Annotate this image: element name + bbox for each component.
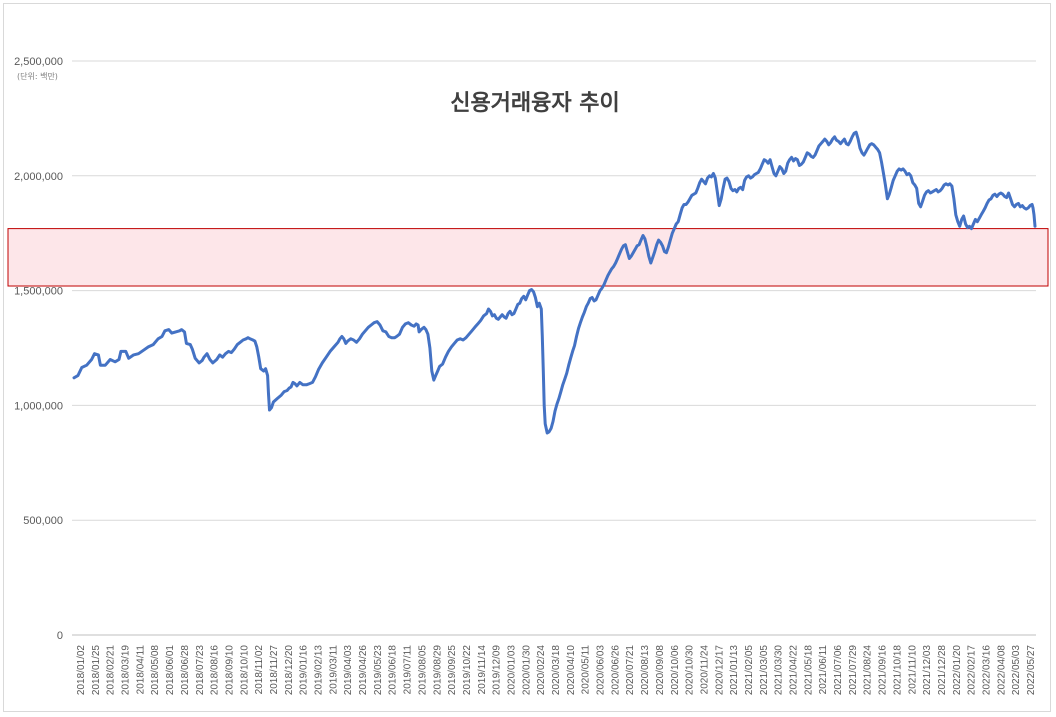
x-tick-label: 2021/05/18	[803, 645, 814, 695]
x-tick-label: 2021/02/05	[744, 645, 755, 695]
x-tick-label: 2021/12/28	[937, 645, 948, 695]
x-tick-label: 2019/12/09	[492, 645, 503, 695]
x-tick-label: 2021/04/22	[789, 645, 800, 695]
x-tick-label: 2021/07/29	[848, 645, 859, 695]
x-tick-label: 2020/06/26	[610, 645, 621, 695]
x-tick-label: 2019/04/03	[343, 645, 354, 695]
y-axis-ticks: 0 500,000 1,000,000 1,500,000 2,000,000 2,500…	[14, 56, 63, 642]
x-tick-label: 2019/09/25	[447, 645, 458, 695]
x-tick-label: 2020/10/06	[670, 645, 681, 695]
x-tick-label: 2018/11/02	[254, 645, 265, 695]
x-tick-label: 2018/03/19	[121, 645, 132, 695]
x-tick-label: 2020/11/24	[699, 645, 710, 695]
chart-frame	[3, 3, 1051, 712]
y-tick-label: 2,500,000	[14, 56, 63, 68]
x-tick-label: 2020/01/30	[521, 645, 532, 695]
x-tick-label: 2019/02/13	[314, 645, 325, 695]
x-tick-label: 2021/07/06	[833, 645, 844, 695]
x-tick-label: 2019/10/22	[462, 645, 473, 695]
x-tick-label: 2021/03/05	[759, 645, 770, 695]
x-tick-label: 2018/05/08	[150, 645, 161, 695]
y-tick-label: 500,000	[23, 515, 63, 527]
x-tick-label: 2022/05/03	[1011, 645, 1022, 695]
x-tick-label: 2020/08/13	[640, 645, 651, 695]
x-tick-label: 2021/08/24	[863, 645, 874, 695]
x-tick-label: 2022/02/17	[967, 645, 978, 695]
x-tick-label: 2020/06/03	[596, 645, 607, 695]
x-tick-label: 2018/10/10	[239, 645, 250, 695]
x-axis-ticks: 2018/01/02 2018/01/25 2018/02/21 2018/03/19…	[76, 645, 1037, 695]
x-tick-label: 2021/11/10	[907, 645, 918, 695]
x-tick-label: 2018/06/28	[180, 645, 191, 695]
x-tick-label: 2020/05/11	[581, 645, 592, 695]
x-tick-label: 2021/09/16	[878, 645, 889, 695]
x-tick-label: 2019/04/26	[358, 645, 369, 695]
x-tick-label: 2021/06/11	[818, 645, 829, 695]
x-tick-label: 2020/10/30	[685, 645, 696, 695]
x-tick-label: 2021/01/13	[729, 645, 740, 695]
x-tick-label: 2022/01/20	[952, 645, 963, 695]
gridlines	[72, 60, 1036, 636]
x-tick-label: 2018/01/02	[76, 645, 87, 695]
x-tick-label: 2019/01/16	[299, 645, 310, 695]
x-tick-label: 2018/09/10	[224, 645, 235, 695]
x-tick-label: 2020/09/08	[655, 645, 666, 695]
x-tick-label: 2020/07/21	[625, 645, 636, 695]
x-tick-label: 2020/04/10	[566, 645, 577, 695]
chart-title: 신용거래융자 추이	[450, 91, 620, 116]
x-tick-label: 2018/01/25	[91, 645, 102, 695]
x-tick-label: 2018/07/23	[195, 645, 206, 695]
y-tick-label: 1,000,000	[14, 400, 63, 412]
x-tick-label: 2020/03/18	[551, 645, 562, 695]
y-tick-label: 2,000,000	[14, 171, 63, 183]
x-tick-label: 2019/08/05	[417, 645, 428, 695]
x-tick-label: 2020/01/03	[506, 645, 517, 695]
x-tick-label: 2018/04/11	[135, 645, 146, 695]
x-tick-label: 2018/08/16	[210, 645, 221, 695]
x-tick-label: 2019/11/14	[477, 645, 488, 695]
x-tick-label: 2020/02/24	[536, 645, 547, 695]
x-tick-label: 2018/02/21	[106, 645, 117, 695]
x-tick-label: 2019/08/29	[432, 645, 443, 695]
x-tick-label: 2022/03/16	[981, 645, 992, 695]
x-tick-label: 2019/03/11	[328, 645, 339, 695]
y-tick-label: 0	[57, 630, 63, 642]
x-tick-label: 2019/06/18	[388, 645, 399, 695]
unit-label: (단위: 백만)	[17, 71, 58, 81]
x-tick-label: 2019/07/11	[403, 645, 414, 695]
x-tick-label: 2022/04/08	[996, 645, 1007, 695]
x-tick-label: 2021/12/03	[922, 645, 933, 695]
x-tick-label: 2020/12/17	[714, 645, 725, 695]
x-tick-label: 2021/03/30	[774, 645, 785, 695]
x-tick-label: 2022/05/27	[1026, 645, 1037, 695]
highlight-band	[7, 228, 1049, 287]
x-tick-label: 2018/11/27	[269, 645, 280, 695]
x-tick-label: 2021/10/18	[892, 645, 903, 695]
x-tick-label: 2018/06/01	[165, 645, 176, 695]
x-tick-label: 2019/05/23	[373, 645, 384, 695]
series-line	[72, 130, 1037, 435]
x-tick-label: 2018/12/20	[284, 645, 295, 695]
y-tick-label: 1,500,000	[14, 286, 63, 298]
